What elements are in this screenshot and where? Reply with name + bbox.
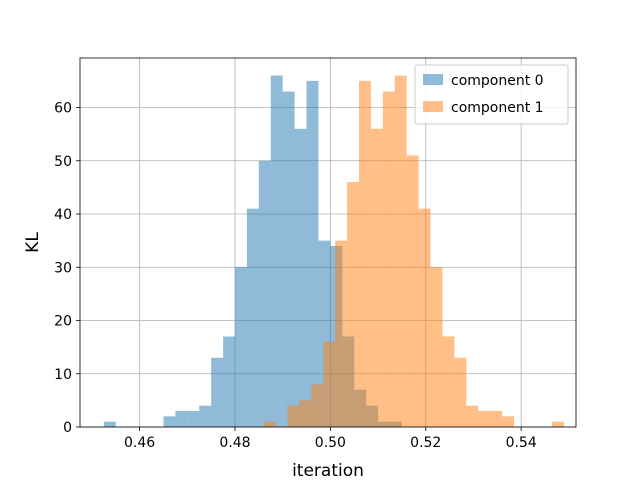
y-tick-label-6: 60 <box>54 101 72 117</box>
x-tick-label-0: 0.46 <box>124 435 155 451</box>
bar-series-0-bin-11 <box>282 91 295 427</box>
bar-series-1-bin-0 <box>263 421 276 427</box>
x-axis-label: iteration <box>292 461 364 480</box>
bar-series-1-bin-7 <box>359 80 371 427</box>
legend-label-1: component 1 <box>451 100 544 116</box>
histogram-bars <box>103 75 565 428</box>
bar-series-0-bin-2 <box>175 411 188 427</box>
bar-series-1-bin-19 <box>502 416 514 427</box>
bar-series-0-bin-13 <box>306 80 319 427</box>
legend-swatch-1 <box>423 101 443 112</box>
x-tick-label-4: 0.54 <box>506 435 537 451</box>
bar-series-1-bin-14 <box>442 336 455 427</box>
bar-series-0-bin-9 <box>258 160 271 427</box>
bar-series-1-bin-15 <box>454 357 467 427</box>
y-tick-label-2: 20 <box>54 314 72 330</box>
y-tick-label-1: 10 <box>54 367 72 383</box>
bar-series-1-bin-13 <box>430 267 443 427</box>
bar-series-1-bin-3 <box>311 384 324 427</box>
y-tick-label-4: 40 <box>54 207 72 223</box>
x-axis-ticks: 0.46 0.48 0.50 0.52 0.54 <box>124 427 537 451</box>
bar-series-1-bin-1 <box>287 405 300 427</box>
legend-label-0: component 0 <box>451 73 544 89</box>
y-axis-ticks: 0 10 20 30 40 50 60 <box>54 101 80 436</box>
y-tick-label-3: 30 <box>54 260 72 276</box>
bar-series-1-bin-11 <box>406 155 419 427</box>
bar-series-1-bin-12 <box>418 208 431 427</box>
bar-series-1-bin-6 <box>347 182 359 427</box>
bar-series-0-bin-10 <box>270 75 283 428</box>
bar-series-0-bin-0 <box>103 421 116 427</box>
bar-series-1-bin-5 <box>335 240 348 427</box>
bar-series-1-bin-16 <box>466 405 479 427</box>
legend: component 0 component 1 <box>414 64 569 125</box>
bar-series-1-bin-4 <box>323 341 336 427</box>
bar-series-0-bin-1 <box>163 416 176 427</box>
bar-series-0-bin-7 <box>235 267 247 427</box>
bar-series-0-bin-3 <box>187 411 200 427</box>
bar-series-1-bin-18 <box>490 411 503 427</box>
bar-series-1-bin-10 <box>394 75 407 428</box>
legend-swatch-0 <box>423 74 443 85</box>
bar-series-0-bin-4 <box>199 405 212 427</box>
bar-series-0-bin-6 <box>223 336 235 427</box>
x-tick-label-2: 0.50 <box>315 435 346 451</box>
x-tick-label-1: 0.48 <box>219 435 250 451</box>
legend-box <box>414 64 569 125</box>
bar-series-1-bin-20 <box>552 421 565 427</box>
y-tick-label-0: 0 <box>63 420 72 436</box>
bar-series-0-bin-14 <box>318 240 331 427</box>
bar-series-0-bin-8 <box>246 208 259 427</box>
plot-frame <box>79 57 577 428</box>
bar-series-1-bin-9 <box>382 91 395 427</box>
bar-series-1-bin-17 <box>478 411 491 427</box>
bar-series-0-bin-12 <box>294 128 307 427</box>
bar-series-1-bin-8 <box>370 128 383 427</box>
x-tick-label-3: 0.52 <box>410 435 441 451</box>
y-axis-label: KL <box>23 232 43 253</box>
bar-series-0-bin-5 <box>211 357 224 427</box>
bar-series-1-bin-2 <box>299 400 312 427</box>
y-tick-label-5: 50 <box>54 154 72 170</box>
